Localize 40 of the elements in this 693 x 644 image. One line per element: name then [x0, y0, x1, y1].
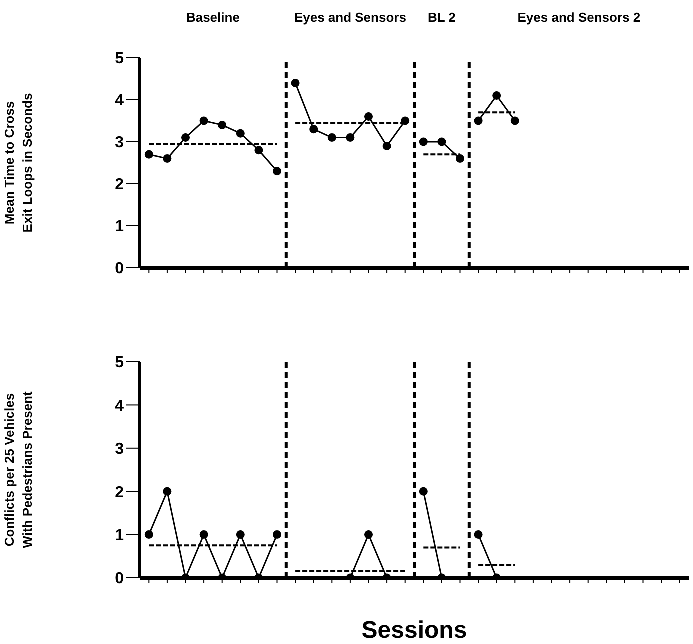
- text: Eyes and Sensors 2: [518, 10, 641, 25]
- y-axis-title: Mean Time to Cross Exit Loops in Seconds: [2, 93, 35, 233]
- point: [382, 142, 392, 150]
- point: [364, 112, 373, 122]
- point: [438, 138, 446, 146]
- point: [419, 138, 428, 146]
- text: BL 2: [428, 10, 456, 25]
- x-axis-title: Sessions: [362, 617, 468, 644]
- y-tick-label: 3: [115, 134, 124, 152]
- y-tick-label: 3: [115, 441, 124, 458]
- point: [200, 116, 208, 126]
- point: [273, 167, 282, 176]
- y-tick-label: 1: [115, 218, 124, 236]
- point: [401, 116, 410, 126]
- y-axis-title: Conflicts per 25 Vehicles With Pedestrians Present: [2, 391, 35, 548]
- point: [218, 120, 227, 130]
- y-tick-label: 4: [115, 398, 124, 415]
- point: [456, 154, 464, 164]
- y-tick-label: 2: [115, 484, 124, 502]
- point: [474, 116, 483, 126]
- y-tick-label: 1: [115, 527, 124, 544]
- y-tick-label: 4: [115, 92, 124, 110]
- point: [144, 150, 154, 159]
- point: [492, 92, 502, 100]
- y-tick-label: 5: [115, 354, 124, 372]
- text: Eyes and Sensors: [294, 10, 406, 25]
- point: [163, 154, 172, 164]
- point: [254, 146, 264, 155]
- point: [236, 129, 245, 138]
- point: [291, 78, 300, 88]
- y-tick-label: 5: [115, 50, 124, 68]
- point: [328, 134, 336, 142]
- y-tick-label: 0: [115, 260, 124, 278]
- point: [510, 116, 520, 126]
- point: [310, 125, 318, 134]
- y-tick-label: 2: [115, 176, 124, 194]
- point: [346, 134, 355, 142]
- y-tick-label: 0: [115, 570, 124, 588]
- text: Baseline: [186, 10, 240, 25]
- point: [182, 134, 190, 142]
